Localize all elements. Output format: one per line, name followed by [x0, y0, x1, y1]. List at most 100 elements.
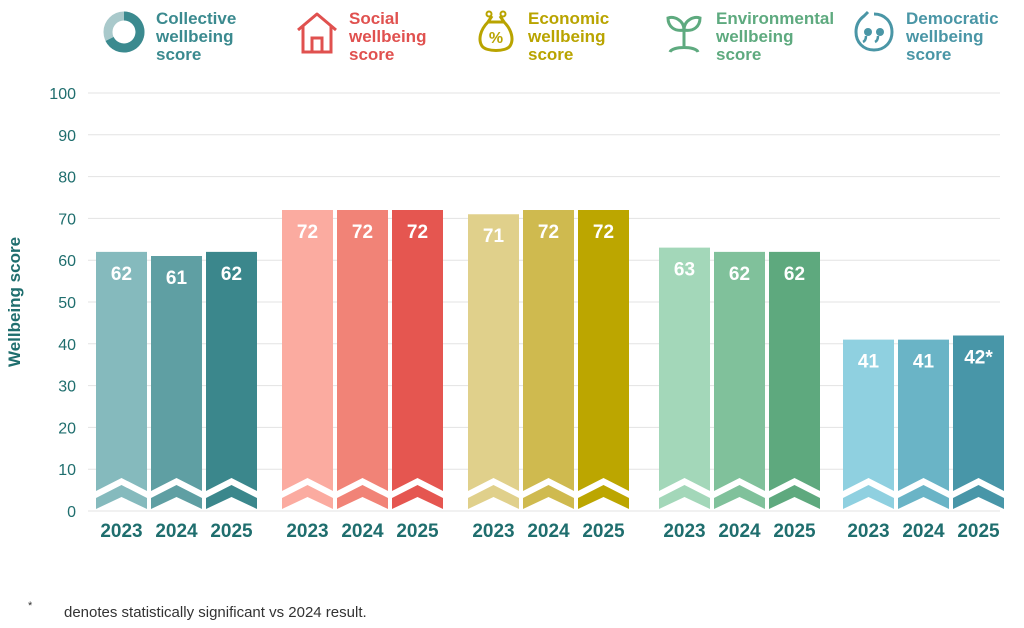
category-label: Social wellbeing score	[349, 10, 426, 64]
category-label-line: wellbeing	[716, 27, 794, 46]
bar	[151, 256, 202, 491]
bar-value-label: 41	[858, 352, 880, 373]
footnote-marker: *	[28, 600, 33, 612]
bar	[523, 210, 574, 492]
y-tick-label: 50	[58, 295, 76, 312]
bar-chevron	[392, 485, 443, 509]
bar	[337, 210, 388, 492]
category-header: % Economic wellbeing score	[472, 8, 609, 70]
donut-chart-icon	[100, 8, 148, 58]
speech-bubble-quote-icon	[850, 8, 898, 58]
x-tick-label: 2025	[210, 521, 253, 542]
bar	[206, 251, 257, 491]
bar-value-label: 62	[111, 264, 132, 285]
bar	[843, 339, 894, 491]
bar-value-label: 72	[407, 222, 428, 243]
category-label-line: Social	[349, 9, 400, 28]
y-tick-label: 60	[58, 253, 76, 270]
category-label-line: score	[349, 45, 395, 64]
bar-chevron	[769, 485, 820, 509]
bar-chevron	[843, 485, 894, 509]
bar-value-label: 72	[352, 222, 373, 243]
x-tick-label: 2025	[582, 521, 625, 542]
x-tick-label: 2023	[100, 521, 142, 542]
bar-value-label: 62	[784, 264, 805, 285]
bar	[898, 339, 949, 491]
bar-value-label: 62	[221, 264, 242, 285]
bar-chevron	[523, 485, 574, 509]
x-tick-label: 2023	[286, 521, 328, 542]
y-tick-label: 10	[58, 462, 76, 479]
category-label: Environmental wellbeing score	[716, 10, 834, 64]
category-header: Collective wellbeing score	[100, 8, 236, 70]
bar	[578, 210, 629, 492]
bar	[714, 251, 765, 491]
bar-value-label: 63	[674, 260, 695, 281]
category-label-line: score	[528, 45, 574, 64]
bar-value-label: 72	[593, 222, 614, 243]
y-tick-label: 90	[58, 128, 76, 145]
bar-value-label: 72	[297, 222, 318, 243]
bar-chevron	[282, 485, 333, 509]
y-tick-label: 70	[58, 211, 76, 228]
bar-value-label: 41	[913, 352, 935, 373]
category-label-line: wellbeing	[906, 27, 984, 46]
x-tick-label: 2025	[957, 521, 1000, 542]
x-tick-label: 2024	[341, 521, 384, 542]
category-label: Democratic wellbeing score	[906, 10, 999, 64]
bar	[468, 214, 519, 491]
money-pouch-icon: %	[472, 8, 520, 58]
y-tick-label: 40	[58, 337, 76, 354]
category-label-line: score	[156, 45, 202, 64]
bar	[282, 210, 333, 492]
x-tick-label: 2023	[847, 521, 889, 542]
category-label-line: Economic	[528, 9, 610, 28]
bar-value-label: 62	[729, 264, 750, 285]
category-label-line: Democratic	[906, 9, 999, 28]
y-tick-label: 20	[58, 420, 76, 437]
bar	[392, 210, 443, 492]
category-label: Collective wellbeing score	[156, 10, 236, 64]
category-header: Democratic wellbeing score	[850, 8, 999, 70]
category-label-line: wellbeing	[349, 27, 427, 46]
category-header: Social wellbeing score	[293, 8, 426, 70]
y-tick-label: 100	[49, 86, 76, 103]
seedling-icon	[660, 8, 708, 58]
x-tick-label: 2024	[902, 521, 945, 542]
bar	[96, 251, 147, 491]
bar-chevron	[659, 485, 710, 509]
x-tick-label: 2025	[773, 521, 816, 542]
category-label-line: wellbeing	[156, 27, 234, 46]
category-label: Economic wellbeing score	[528, 10, 609, 64]
x-tick-label: 2024	[718, 521, 761, 542]
footnote-text: denotes statistically significant vs 202…	[64, 604, 367, 621]
category-label-line: wellbeing	[528, 27, 606, 46]
bar-value-label: 42*	[964, 347, 993, 368]
x-tick-label: 2025	[396, 521, 439, 542]
category-label-line: score	[906, 45, 952, 64]
category-header: Environmental wellbeing score	[660, 8, 834, 70]
bar-value-label: 71	[483, 226, 505, 247]
category-label-line: Collective	[156, 9, 237, 28]
bar-chevron	[578, 485, 629, 509]
svg-text:%: %	[489, 30, 503, 47]
bar-value-label: 61	[166, 268, 188, 289]
x-tick-label: 2024	[155, 521, 198, 542]
bar-chevron	[337, 485, 388, 509]
y-tick-label: 0	[67, 504, 76, 521]
y-tick-label: 30	[58, 379, 76, 396]
bar-chevron	[714, 485, 765, 509]
y-tick-label: 80	[58, 170, 76, 187]
x-tick-label: 2023	[663, 521, 705, 542]
category-label-line: Environmental	[716, 9, 835, 28]
bar-chevron	[96, 485, 147, 509]
bar-chevron	[206, 485, 257, 509]
bar-chevron	[151, 485, 202, 509]
x-tick-label: 2023	[472, 521, 514, 542]
bar-chevron	[953, 485, 1004, 509]
bar	[769, 251, 820, 491]
bar	[659, 247, 710, 491]
category-label-line: score	[716, 45, 762, 64]
